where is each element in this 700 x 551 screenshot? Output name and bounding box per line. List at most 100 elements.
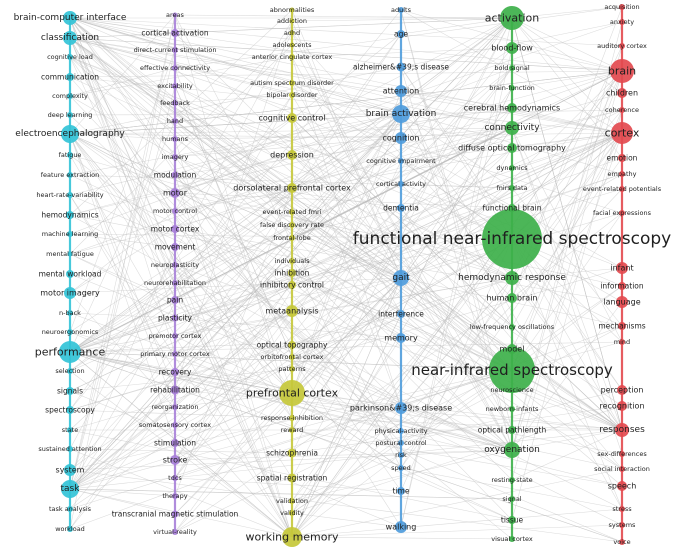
node-performance[interactable] [59,341,81,363]
node-motor-imagery[interactable] [64,287,76,299]
node-tissue[interactable] [508,516,516,524]
node-systems[interactable] [619,522,625,528]
node-responses[interactable] [615,423,629,437]
node-infant[interactable] [616,262,628,274]
node-cortical-activation[interactable] [171,29,179,37]
node-fnirs-data[interactable] [509,185,515,191]
node-speed[interactable] [398,465,404,471]
node-cortical-activity[interactable] [398,181,404,187]
node-selection[interactable] [67,368,73,374]
node-empathy[interactable] [619,171,625,177]
node-adhd[interactable] [289,30,295,36]
node-bipolar-disorder[interactable] [289,92,295,98]
node-gait[interactable] [393,270,409,286]
node-acquisition[interactable] [619,4,625,10]
node-metaanalysis[interactable] [286,305,298,317]
node-voice[interactable] [619,539,625,545]
node-therapy[interactable] [172,493,178,499]
node-memory[interactable] [396,333,406,343]
node-event-related-fmri[interactable] [289,209,295,215]
node-somatosensory-cortex[interactable] [172,422,178,428]
node-functional-near-infrared-spectroscopy[interactable] [482,209,542,269]
node-anterior-cingulate-cortex[interactable] [289,54,295,60]
node-low-frequency-oscillations[interactable] [509,324,515,330]
node-mental-workload[interactable] [66,270,74,278]
node-time[interactable] [397,487,405,495]
node-pain[interactable] [171,296,179,304]
node-facial-expressions[interactable] [619,210,625,216]
node-information[interactable] [618,282,626,290]
node-addiction[interactable] [289,18,295,24]
node-brain-computer-interface[interactable] [63,11,77,25]
node-schizophrenia[interactable] [287,448,297,458]
node-modulation[interactable] [171,171,179,179]
node-prefrontal-cortex[interactable] [279,380,305,406]
node-task-analysis[interactable] [67,506,73,512]
node-neuroplasticity[interactable] [172,262,178,268]
node-mechanisms[interactable] [618,322,626,330]
node-humans[interactable] [172,136,178,142]
node-stroke[interactable] [170,455,180,465]
node-connectivity[interactable] [505,121,519,135]
node-sustained-attention[interactable] [67,446,73,452]
node-adolescents[interactable] [289,42,295,48]
node-children[interactable] [617,88,627,98]
node-workload[interactable] [67,526,73,532]
node-abnormalities[interactable] [289,7,295,13]
node-motor[interactable] [170,188,180,198]
node-electroencephalography[interactable] [61,125,79,143]
node-brain[interactable] [610,59,634,83]
node-visual-cortex[interactable] [509,536,515,542]
node-anxiety[interactable] [619,19,625,25]
node-auditory-cortex[interactable] [619,43,625,49]
node-excitability[interactable] [172,83,178,89]
node-oxygenation[interactable] [504,442,520,458]
node-mental-fatigue[interactable] [67,251,73,257]
node-motor-cortex[interactable] [171,225,179,233]
node-classification[interactable] [63,31,77,45]
node-response-inhibition[interactable] [289,415,295,421]
node-dynamics[interactable] [509,165,515,171]
node-sex-differences[interactable] [619,451,625,457]
node-hand[interactable] [172,118,178,124]
node-direct-current-stimulation[interactable] [172,47,178,53]
node-communication[interactable] [66,73,74,81]
node-cerebral-hemodynamics[interactable] [507,103,517,113]
node-reward[interactable] [289,427,295,433]
node-signals[interactable] [66,387,74,395]
node-system[interactable] [64,464,76,476]
node-deep-learning[interactable] [67,112,73,118]
node-spectroscopy[interactable] [66,406,74,414]
node-parkinson-s-disease[interactable] [395,402,407,414]
node-neurorehabilitation[interactable] [172,280,178,286]
node-age[interactable] [397,30,405,38]
node-emotion[interactable] [618,154,626,162]
node-movement[interactable] [171,243,179,251]
node-transcranial-magnetic-stimulation[interactable] [171,510,179,518]
node-language[interactable] [616,296,628,308]
node-frontal-lobe[interactable] [289,235,295,241]
node-neuroergonomics[interactable] [67,329,73,335]
node-virtual-reality[interactable] [172,529,178,535]
node-motor-control[interactable] [172,208,178,214]
node-perception[interactable] [617,385,627,395]
node-recognition[interactable] [617,401,627,411]
node-neuroscience[interactable] [509,387,515,393]
node-optical-topography[interactable] [288,341,296,349]
node-cognitive-load[interactable] [67,54,73,60]
node-inhibitory-control[interactable] [288,281,296,289]
node-physical-activity[interactable] [398,428,404,434]
node-speech[interactable] [617,481,627,491]
node-effective-connectivity[interactable] [172,65,178,71]
node-blood-flow[interactable] [506,42,518,54]
node-hemodynamics[interactable] [66,211,74,219]
node-imagery[interactable] [172,154,178,160]
node-cognitive-impairment[interactable] [398,158,404,164]
node-cognitive-control[interactable] [287,113,297,123]
node-dementia[interactable] [397,204,405,212]
node-newborn-infants[interactable] [509,406,515,412]
node-adults[interactable] [398,7,404,13]
node-mind[interactable] [619,339,625,345]
node-reorganization[interactable] [172,404,178,410]
node-diffuse-optical-tomography[interactable] [507,143,517,153]
